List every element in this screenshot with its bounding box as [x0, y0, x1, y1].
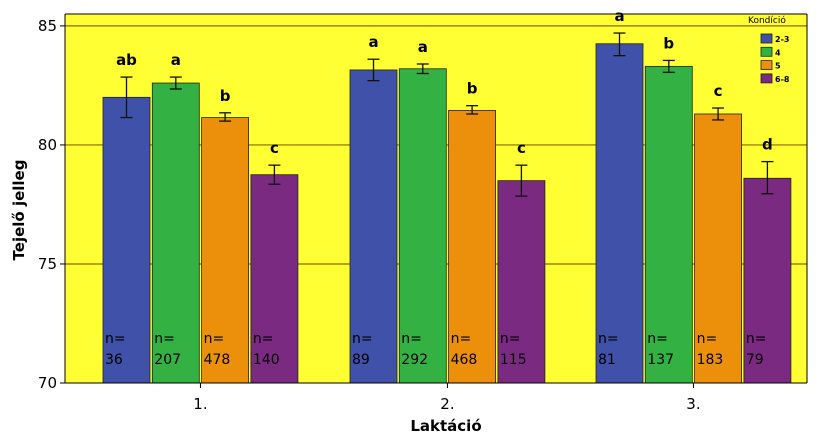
- n-label-line: n=: [451, 331, 472, 347]
- significance-letter: a: [614, 7, 624, 25]
- n-label: n= 36: [105, 331, 126, 368]
- x-tick-label: 3.: [686, 395, 700, 413]
- error-bars: [120, 32, 774, 197]
- n-label-line: 36: [105, 352, 123, 368]
- n-label: n= 468: [451, 331, 478, 368]
- significance-letter: ab: [116, 51, 137, 69]
- n-label-line: 79: [746, 352, 764, 368]
- bars: [102, 43, 792, 384]
- significance-letter: a: [368, 33, 378, 51]
- n-label-line: n=: [352, 331, 373, 347]
- significance-letter: c: [270, 139, 279, 157]
- significance-letter: c: [714, 82, 723, 100]
- significance-letter: c: [517, 139, 526, 157]
- significance-letter: b: [467, 80, 478, 98]
- n-label-line: 137: [647, 352, 674, 368]
- n-label-line: n=: [598, 331, 619, 347]
- n-label-line: 81: [598, 352, 616, 368]
- n-label-line: 89: [352, 352, 370, 368]
- n-label: n= 207: [154, 331, 181, 368]
- bar-5-1.: [201, 117, 250, 384]
- y-tick-label-80: 80: [38, 136, 57, 154]
- n-label-line: n=: [154, 331, 175, 347]
- legend-swatch-4: [760, 46, 773, 57]
- bar-4-2.: [398, 68, 447, 384]
- n-label-line: 292: [401, 352, 428, 368]
- n-label-line: n=: [204, 331, 225, 347]
- legend-label-5: 5: [775, 62, 781, 71]
- significance-letter: b: [220, 87, 231, 105]
- n-label-line: 468: [451, 352, 478, 368]
- legend-label-4: 4: [775, 48, 781, 57]
- bar-2-3-2.: [349, 69, 398, 384]
- bar-5-3.: [694, 113, 742, 384]
- n-label-line: 115: [500, 352, 527, 368]
- legend-label-2-3: 2-3: [775, 35, 789, 44]
- bar-4-1.: [151, 82, 200, 384]
- x-tick-label: 1.: [193, 395, 207, 413]
- y-axis-title: Tejelő jelleg: [10, 160, 28, 261]
- y-tick-label-85: 85: [38, 17, 57, 35]
- y-tick-label-75: 75: [38, 255, 57, 273]
- x-axis-title: Laktáció: [410, 417, 481, 435]
- legend-swatch-6-8: [760, 73, 773, 84]
- n-label-line: n=: [253, 331, 274, 347]
- axes: 70 75 80 85 1. 2. 3.: [38, 13, 808, 413]
- n-label-line: n=: [105, 331, 126, 347]
- n-label-line: n=: [746, 331, 767, 347]
- bar-4-3.: [644, 65, 693, 384]
- y-tick-label-70: 70: [38, 374, 57, 392]
- bar-5-2.: [448, 110, 497, 384]
- n-label: n= 140: [253, 331, 280, 368]
- legend-title: Kondíció: [748, 15, 786, 26]
- n-label: n= 478: [204, 331, 231, 368]
- significance-letter: d: [762, 136, 773, 154]
- n-label: n= 81: [598, 331, 619, 368]
- bar-6-8-3.: [743, 177, 792, 384]
- x-tick-label: 2.: [440, 395, 454, 413]
- n-label-line: 478: [204, 352, 231, 368]
- n-label: n= 292: [401, 331, 428, 368]
- n-label-line: n=: [500, 331, 521, 347]
- n-label: n= 89: [352, 331, 373, 368]
- n-label: n= 115: [500, 331, 527, 368]
- n-label: n= 183: [697, 331, 724, 368]
- legend-label-6-8: 6-8: [775, 75, 790, 84]
- n-label-line: 183: [697, 352, 724, 368]
- n-label: n= 79: [746, 331, 767, 368]
- n-label-line: n=: [697, 331, 718, 347]
- significance-letter: b: [663, 34, 674, 52]
- legend-swatch-2-3: [760, 33, 773, 44]
- n-label-line: 140: [253, 352, 280, 368]
- legend: Kondíció 2-3 4 5 6-8: [748, 15, 790, 84]
- n-label-line: n=: [401, 331, 422, 347]
- n-label: n= 137: [647, 331, 674, 368]
- legend-swatch-5: [760, 60, 773, 70]
- bar-6-8-2.: [497, 180, 546, 384]
- n-label-line: n=: [647, 331, 668, 347]
- significance-letter: a: [171, 51, 181, 69]
- significance-letter: a: [418, 38, 428, 56]
- n-label-line: 207: [154, 352, 181, 368]
